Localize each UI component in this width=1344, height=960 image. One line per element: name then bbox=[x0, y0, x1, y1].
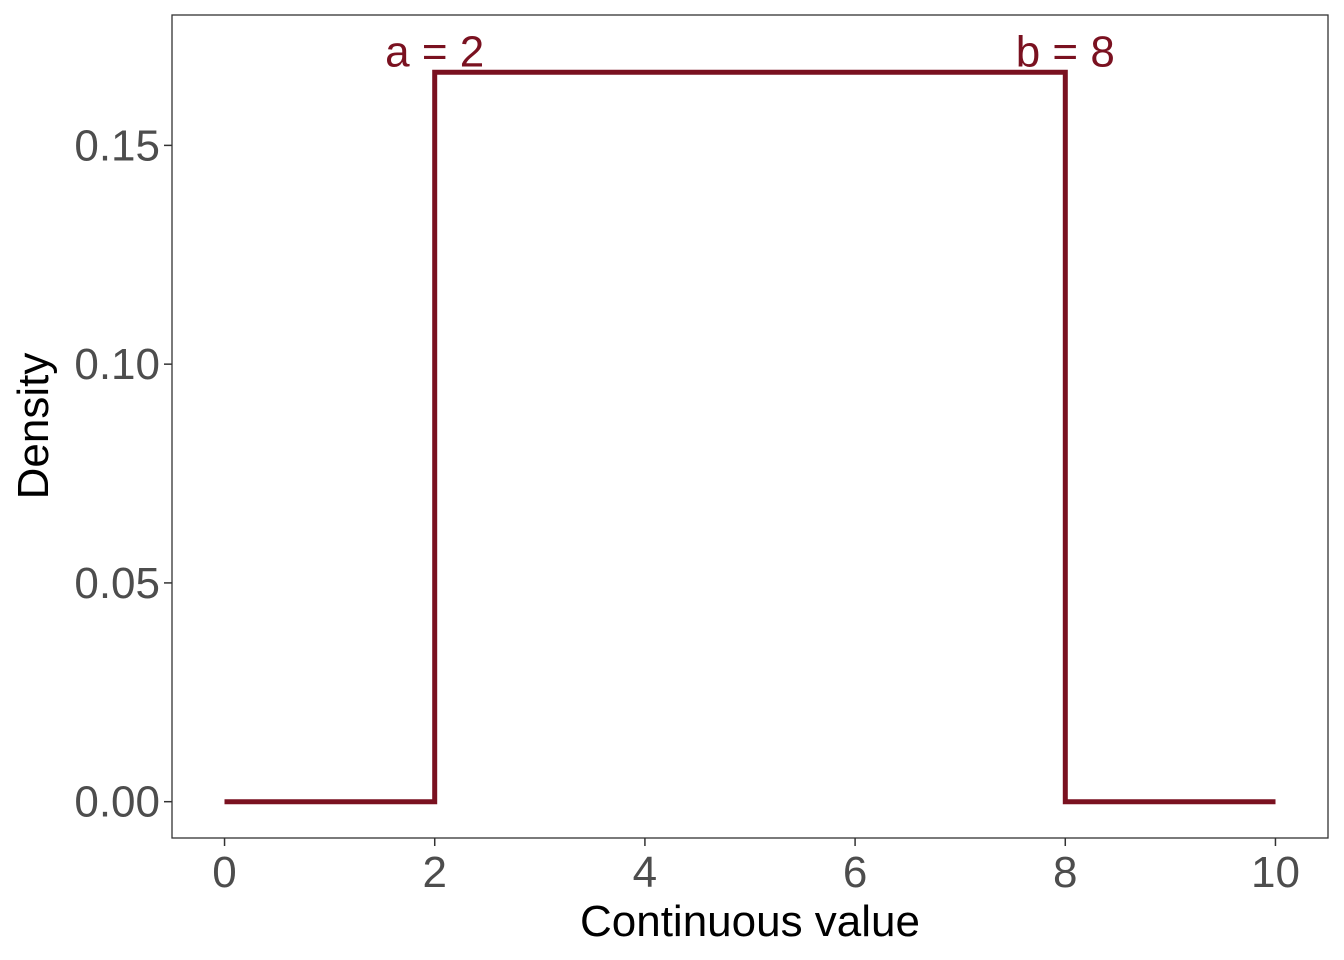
series-layer bbox=[224, 69, 1276, 805]
x-tick-label: 2 bbox=[422, 848, 446, 897]
bound-annotation: b = 8 bbox=[1016, 27, 1115, 76]
x-tick-label: 10 bbox=[1251, 848, 1300, 897]
y-axis: 0.00 0.05 0.10 0.15 bbox=[74, 121, 172, 827]
density-line bbox=[224, 69, 1276, 805]
y-tick-label: 0.10 bbox=[74, 340, 160, 389]
x-tick-label: 8 bbox=[1053, 848, 1077, 897]
x-tick-label: 0 bbox=[212, 848, 236, 897]
y-tick-label: 0.15 bbox=[74, 121, 160, 170]
y-axis-title: Density bbox=[9, 353, 58, 500]
y-tick-label: 0.05 bbox=[74, 559, 160, 608]
x-axis-title: Continuous value bbox=[580, 897, 920, 946]
x-tick-label: 6 bbox=[843, 848, 867, 897]
bound-annotation: a = 2 bbox=[385, 27, 484, 76]
x-tick-label: 4 bbox=[633, 848, 657, 897]
plot-panel bbox=[171, 14, 1329, 839]
y-tick-label: 0.00 bbox=[74, 778, 160, 827]
annotation-layer: a = 2 b = 8 bbox=[385, 27, 1115, 76]
x-axis: 0 2 4 6 8 10 bbox=[212, 838, 1300, 897]
